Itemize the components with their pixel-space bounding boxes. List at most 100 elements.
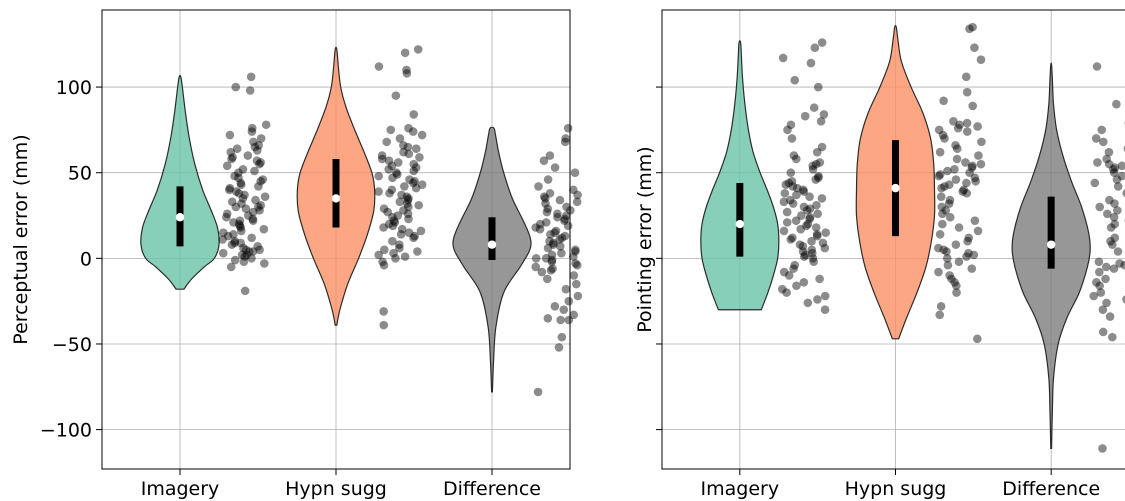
data-point [934, 267, 943, 277]
data-point [377, 154, 387, 164]
data-point [397, 224, 407, 234]
data-point [259, 224, 269, 234]
data-point [247, 233, 256, 243]
data-point [560, 231, 570, 241]
data-point [404, 149, 414, 159]
data-point [551, 226, 561, 236]
data-point [389, 216, 399, 225]
data-point [222, 212, 231, 222]
data-point [240, 252, 250, 261]
data-point [935, 147, 945, 157]
data-point [569, 310, 579, 320]
data-point [218, 248, 228, 258]
data-point [557, 248, 566, 258]
data-point [1113, 247, 1123, 256]
data-point [230, 255, 240, 265]
data-point [237, 250, 247, 260]
data-point [788, 199, 798, 208]
data-point [786, 235, 796, 244]
data-point [965, 24, 974, 34]
data-point [936, 192, 946, 201]
data-point [811, 223, 821, 232]
data-point [952, 288, 961, 297]
data-point [531, 223, 540, 232]
data-point [399, 206, 408, 215]
data-point [782, 288, 791, 297]
data-point [800, 111, 810, 121]
data-point [796, 224, 805, 234]
data-point [799, 278, 809, 287]
data-point [548, 264, 557, 273]
data-point [241, 245, 251, 255]
data-point [821, 228, 830, 237]
data-point [560, 216, 569, 225]
data-point [415, 152, 424, 162]
data-point [250, 166, 259, 176]
data-point [940, 134, 949, 143]
data-point [256, 134, 266, 143]
data-point [413, 247, 422, 256]
data-point [941, 206, 951, 215]
data-point [388, 212, 397, 222]
data-point [545, 151, 555, 160]
category-label: Imagery [141, 478, 220, 500]
data-point [1102, 298, 1111, 308]
data-point [550, 163, 560, 172]
data-point [1110, 219, 1120, 229]
data-point [531, 254, 541, 263]
data-point [393, 211, 403, 220]
median-dot [891, 183, 900, 193]
data-point [1108, 332, 1117, 342]
data-point [976, 159, 986, 169]
data-point [953, 144, 962, 154]
data-point [560, 137, 570, 147]
data-point [543, 313, 553, 323]
data-point [256, 200, 266, 210]
data-point [973, 334, 982, 344]
data-point [1115, 259, 1124, 268]
violin-imagery [140, 74, 220, 290]
data-point [1094, 257, 1104, 267]
data-point [805, 214, 814, 224]
data-point [977, 137, 986, 147]
data-point [556, 242, 565, 251]
data-point [404, 194, 413, 203]
data-point [1093, 158, 1102, 167]
data-point [411, 144, 421, 154]
data-point [250, 142, 260, 152]
data-point [402, 199, 412, 208]
data-point [384, 164, 393, 174]
data-point [782, 207, 792, 217]
data-point [799, 187, 809, 196]
data-point [812, 231, 822, 241]
data-point [395, 197, 405, 207]
data-point [934, 243, 943, 253]
data-point [963, 236, 972, 246]
data-point [1097, 125, 1107, 135]
data-point [942, 254, 952, 263]
data-point [553, 212, 562, 222]
data-point [973, 226, 983, 236]
data-point [255, 206, 264, 215]
ytick-label: 0 [80, 248, 92, 270]
data-point [1095, 202, 1105, 212]
data-point [779, 267, 789, 277]
data-point [944, 199, 954, 208]
data-point [968, 22, 977, 32]
data-point [400, 252, 410, 261]
data-point [539, 192, 549, 201]
data-point [962, 87, 972, 97]
data-point [780, 188, 790, 198]
data-point [945, 195, 955, 205]
data-point [246, 72, 256, 82]
data-point [787, 176, 797, 186]
data-point [568, 252, 578, 261]
data-point [245, 86, 255, 95]
data-point [789, 264, 798, 273]
data-point [807, 248, 817, 258]
data-point [226, 262, 236, 272]
data-point [409, 159, 419, 169]
data-point [236, 238, 246, 248]
data-point [971, 176, 980, 186]
data-point [970, 43, 979, 52]
